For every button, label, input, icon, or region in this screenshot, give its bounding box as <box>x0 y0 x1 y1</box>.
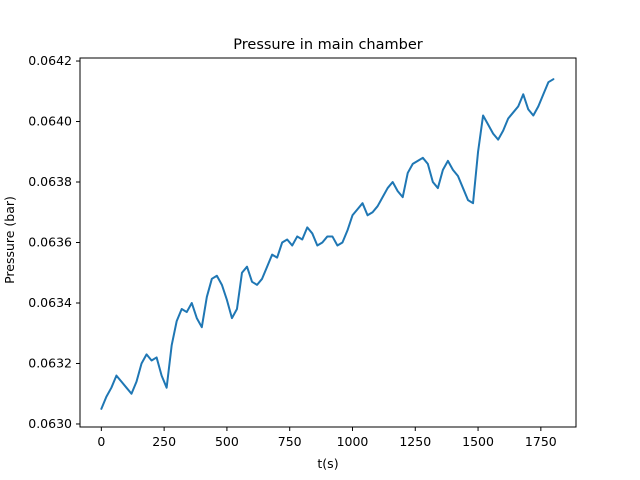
x-tick-label: 500 <box>215 434 239 449</box>
chart-title: Pressure in main chamber <box>233 37 422 53</box>
y-tick-label: 0.0642 <box>28 53 72 68</box>
series-line-0 <box>100 78 555 410</box>
x-tick-label: 750 <box>278 434 302 449</box>
x-tick-label: 1250 <box>399 434 431 449</box>
y-tick-label: 0.0638 <box>28 174 72 189</box>
y-tick-label: 0.0630 <box>28 416 72 431</box>
y-tick-label: 0.0636 <box>28 235 72 250</box>
plot-area <box>79 57 577 428</box>
y-axis-label: Pressure (bar) <box>2 196 17 284</box>
y-tick-label: 0.0640 <box>28 114 72 129</box>
plot-frame <box>79 57 577 428</box>
x-tick-label: 1000 <box>337 434 369 449</box>
x-axis-ticks: 0 250 500 750 1000 1250 1500 1750 <box>97 427 557 449</box>
y-tick-label: 0.0634 <box>28 295 72 310</box>
x-axis-label: t(s) <box>317 456 338 471</box>
x-tick-label: 250 <box>152 434 176 449</box>
y-tick-label: 0.0632 <box>28 355 72 370</box>
x-tick-label: 1750 <box>525 434 557 449</box>
x-tick-label: 0 <box>97 434 105 449</box>
x-tick-label: 1500 <box>462 434 494 449</box>
y-axis-ticks: 0.0630 0.0632 0.0634 0.0636 0.0638 0.0640 0.06… <box>28 53 80 431</box>
